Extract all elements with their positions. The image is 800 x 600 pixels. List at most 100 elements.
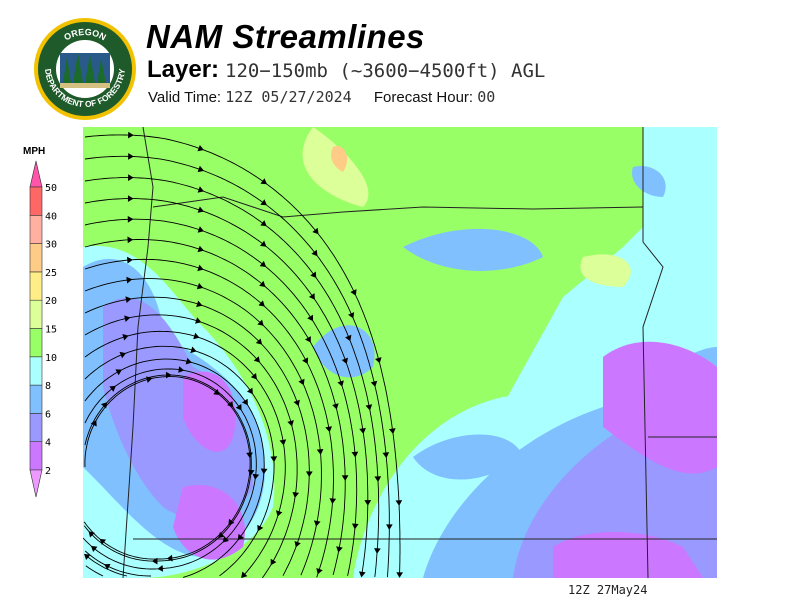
streamline-arrowhead <box>213 388 220 396</box>
streamline-arrowhead <box>341 357 349 365</box>
legend-swatch <box>29 384 43 414</box>
streamline-arrowhead <box>329 498 337 505</box>
streamline-arrowhead <box>258 300 265 307</box>
streamline-arrowhead <box>332 403 339 410</box>
streamline-arrowhead <box>197 264 204 272</box>
legend-tick-label: 25 <box>45 268 57 279</box>
streamline-arrowhead <box>197 226 205 233</box>
streamline-arrowhead <box>128 174 134 182</box>
streamline-arrowhead <box>104 563 111 570</box>
legend-swatch <box>29 328 43 358</box>
streamline-arrowhead <box>252 473 260 480</box>
streamline-arrowhead <box>119 351 127 359</box>
streamline-arrowhead <box>316 448 324 455</box>
streamline-arrowhead <box>250 372 257 380</box>
legend-below-triangle <box>29 469 43 498</box>
legend-tick-label: 10 <box>45 353 57 364</box>
streamline-arrowhead <box>237 533 244 541</box>
streamline-arrowhead <box>304 336 311 343</box>
wind-speed-legend: MPH 2 4 6 8 10 15 20 25 30 40 50 <box>23 146 57 498</box>
legend-swatch <box>29 243 43 273</box>
streamline-arrowhead <box>260 199 267 206</box>
streamline-arrowhead <box>316 568 323 575</box>
streamline-arrowhead <box>197 206 205 213</box>
streamline-arrowhead <box>246 387 253 395</box>
streamline-arrowhead <box>364 500 372 506</box>
legend-unit: MPH <box>23 146 45 157</box>
legend-swatch <box>29 356 43 386</box>
streamline-arrowhead <box>298 378 305 386</box>
streamline-arrowhead <box>197 186 205 193</box>
streamline <box>84 345 275 577</box>
streamline-arrowhead <box>222 536 229 543</box>
streamline-arrowhead <box>365 404 373 411</box>
streamline-arrowhead <box>275 510 283 517</box>
legend-tick-label: 50 <box>45 183 57 194</box>
streamline-arrowhead <box>90 545 98 552</box>
legend-swatch <box>29 215 43 244</box>
streamline <box>84 198 369 577</box>
streamline-arrowhead <box>125 296 132 303</box>
streamline-arrowhead <box>122 333 129 341</box>
streamline-arrowhead <box>241 398 248 406</box>
streamline-arrowhead <box>190 346 197 354</box>
legend-tick-label: 8 <box>45 381 51 392</box>
streamline-arrowhead <box>128 152 134 160</box>
streamline <box>83 368 257 570</box>
legend-tick-label: 4 <box>45 438 51 449</box>
streamline-arrowhead <box>151 557 158 565</box>
map-timestamp: 12Z 27May24 <box>568 583 648 597</box>
streamline-arrowhead <box>347 312 355 319</box>
streamlines <box>83 131 404 578</box>
streamline-arrowhead <box>99 538 107 546</box>
streamline-arrowhead <box>193 332 200 340</box>
streamline-arrowhead <box>310 271 317 278</box>
streamline <box>85 565 104 577</box>
forecast-hour-value: 00 <box>477 88 496 106</box>
streamline-arrowhead <box>341 475 349 481</box>
streamline-arrowhead <box>313 520 321 527</box>
streamline-arrowhead <box>84 553 91 561</box>
streamline-arrowhead <box>388 428 396 435</box>
streamline-arrowhead <box>197 145 204 152</box>
streamline-arrowhead <box>375 357 382 364</box>
streamline-arrowhead <box>305 471 313 477</box>
valid-time-line: Valid Time: 12Z 05/27/2024 Forecast Hour… <box>148 88 495 106</box>
streamline-arrowhead <box>124 315 131 322</box>
valid-time-label: Valid Time: <box>148 89 222 106</box>
streamline-arrowhead <box>228 518 235 526</box>
forecast-hour-label: Forecast Hour: <box>373 89 474 106</box>
streamline-arrowhead <box>90 420 97 427</box>
streamline-arrowhead <box>197 245 204 253</box>
streamline-arrowhead <box>157 565 164 572</box>
streamline-arrowhead <box>279 439 287 446</box>
streamline-arrowhead <box>294 541 301 548</box>
streamline-arrowhead <box>396 572 404 578</box>
streamline-arrowhead <box>178 366 185 373</box>
valid-time-value: 12Z 05/27/2024 <box>225 88 352 106</box>
legend-above-triangle <box>29 160 43 188</box>
streamline-arrowhead <box>270 558 277 566</box>
streamline-arrowhead <box>386 524 393 530</box>
streamline-arrowhead <box>351 451 359 458</box>
streamline-arrowhead <box>395 500 403 506</box>
streamline-arrowhead <box>308 293 315 300</box>
streamline-arrowhead <box>146 376 153 383</box>
streamline-arrowhead <box>260 178 267 185</box>
streamline-arrowhead <box>253 356 260 363</box>
streamline-arrowhead <box>293 399 300 407</box>
legend-tick-label: 40 <box>45 211 57 222</box>
page-title: NAM Streamlines <box>146 18 425 55</box>
streamline <box>84 239 346 576</box>
streamline <box>83 376 251 560</box>
legend-swatch <box>29 441 43 471</box>
streamline <box>84 296 310 576</box>
state-boundaries <box>122 127 717 578</box>
legend-tick-label: 30 <box>45 240 57 251</box>
streamline-arrowhead <box>126 276 133 284</box>
legend-swatch <box>29 299 43 329</box>
streamline-arrowhead <box>115 369 122 376</box>
streamline-arrowhead <box>350 289 357 296</box>
streamline-arrowhead <box>260 220 267 227</box>
streamline-arrowhead <box>382 452 390 459</box>
